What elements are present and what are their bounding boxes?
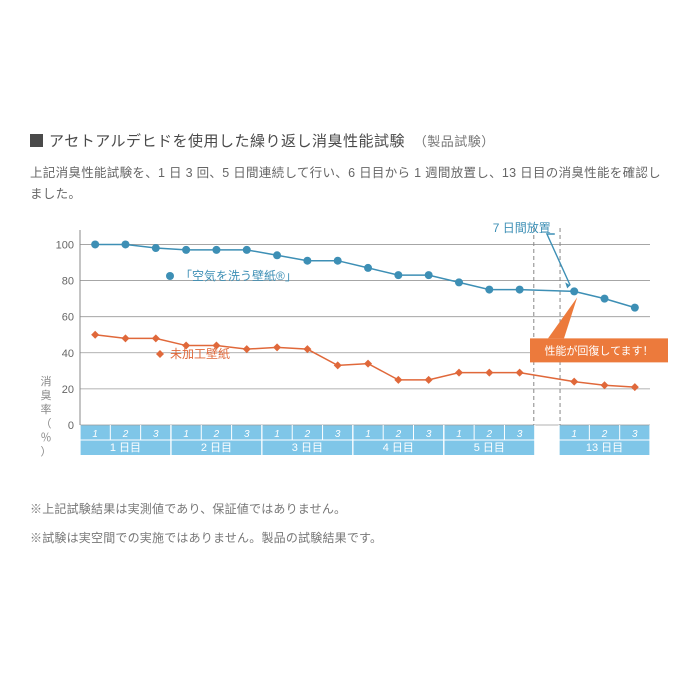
series-marker <box>516 368 524 376</box>
series-marker <box>273 251 281 259</box>
series-marker <box>601 294 609 302</box>
series-marker <box>394 271 402 279</box>
y-axis-label: 率 <box>41 402 52 416</box>
series-marker <box>425 375 433 383</box>
y-tick-label: 40 <box>62 347 74 359</box>
series-marker <box>364 359 372 367</box>
series-marker <box>91 330 99 338</box>
y-tick-label: 60 <box>62 311 74 323</box>
x-sub-label: 3 <box>517 429 523 440</box>
x-sub-label: 2 <box>395 429 402 440</box>
y-axis-label: （ <box>41 417 52 430</box>
legend-marker <box>166 272 174 280</box>
x-sub-label: 2 <box>122 429 129 440</box>
x-sub-label: 1 <box>92 429 98 440</box>
callout-top: 7 日間放置 <box>493 220 551 235</box>
series-marker <box>243 345 251 353</box>
y-tick-label: 20 <box>62 383 74 395</box>
series-marker <box>455 278 463 286</box>
heading-square <box>30 134 43 147</box>
legend-label: 「空気を洗う壁紙®」 <box>180 268 297 283</box>
x-group-label: 5 日目 <box>474 442 505 454</box>
series-marker <box>212 245 220 253</box>
y-tick-label: 80 <box>62 275 74 287</box>
x-group-label: 2 日目 <box>201 442 232 454</box>
series-marker <box>334 256 342 264</box>
legend-label: 未加工壁紙 <box>170 346 230 361</box>
footnote-2: ※試験は実空間での実施ではありません。製品の試験結果です。 <box>30 529 670 548</box>
series-line <box>520 372 575 381</box>
series-marker <box>334 361 342 369</box>
y-axis-label: 消 <box>41 374 52 388</box>
series-marker <box>182 245 190 253</box>
y-tick-label: 0 <box>68 420 74 432</box>
series-marker <box>631 303 639 311</box>
heading-text: アセトアルデヒドを使用した繰り返し消臭性能試験 （製品試験） <box>49 130 495 151</box>
heading-main: アセトアルデヒドを使用した繰り返し消臭性能試験 <box>49 133 405 150</box>
series-marker <box>121 334 129 342</box>
series-marker <box>152 334 160 342</box>
x-sub-label: 2 <box>304 429 311 440</box>
x-sub-label: 3 <box>426 429 432 440</box>
chart-description: 上記消臭性能試験を、1 日 3 回、5 日間連続して行い、6 日目から 1 週間… <box>30 163 670 206</box>
x-group-label: 13 日目 <box>586 442 623 454</box>
callout-arrow <box>547 234 570 285</box>
series-marker <box>303 256 311 264</box>
series-marker <box>91 240 99 248</box>
chart-container: 0 20 40 60 80 100 消臭率（ ％） 1 2 3 1 日目 1 2 3 2 日目 1 2 3 3 日目 1… <box>30 220 670 490</box>
y-axis-label: 臭 <box>41 388 52 402</box>
series-marker <box>570 377 578 385</box>
x-sub-label: 2 <box>486 429 493 440</box>
speech-pointer <box>548 297 577 338</box>
series-marker <box>425 271 433 279</box>
x-sub-label: 1 <box>183 429 189 440</box>
x-sub-label: 1 <box>274 429 280 440</box>
series-marker <box>485 368 493 376</box>
x-sub-label: 2 <box>213 429 220 440</box>
series-marker <box>121 240 129 248</box>
footnotes: ※上記試験結果は実測値であり、保証値ではありません。 ※試験は実空間での実施では… <box>30 500 670 548</box>
x-sub-label: 3 <box>244 429 250 440</box>
x-sub-label: 3 <box>153 429 159 440</box>
x-sub-label: 1 <box>365 429 371 440</box>
series-line <box>520 289 575 291</box>
x-sub-label: 1 <box>571 429 577 440</box>
x-sub-label: 1 <box>456 429 462 440</box>
series-marker <box>364 263 372 271</box>
x-group-label: 3 日目 <box>292 442 323 454</box>
series-marker <box>273 343 281 351</box>
y-axis-label: ％ <box>41 432 52 444</box>
series-marker <box>601 381 609 389</box>
deodorization-chart: 0 20 40 60 80 100 消臭率（ ％） 1 2 3 1 日目 1 2 3 2 日目 1 2 3 3 日目 1… <box>30 220 670 490</box>
speech-text: 性能が回復してます！ <box>544 343 653 357</box>
x-group-label: 1 日目 <box>110 442 141 454</box>
y-axis-label: ） <box>41 445 52 458</box>
series-marker <box>394 375 402 383</box>
footnote-1: ※上記試験結果は実測値であり、保証値ではありません。 <box>30 500 670 519</box>
series-marker <box>455 368 463 376</box>
y-tick-label: 100 <box>56 239 74 251</box>
series-marker <box>631 383 639 391</box>
x-sub-label: 3 <box>632 429 638 440</box>
series-marker <box>303 345 311 353</box>
x-sub-label: 3 <box>335 429 341 440</box>
series-marker <box>570 287 578 295</box>
series-marker <box>152 244 160 252</box>
x-sub-label: 2 <box>601 429 608 440</box>
heading-sub: （製品試験） <box>414 134 495 149</box>
series-marker <box>243 245 251 253</box>
legend-marker <box>156 350 164 358</box>
series-marker <box>485 285 493 293</box>
series-marker <box>516 285 524 293</box>
x-group-label: 4 日目 <box>383 442 414 454</box>
chart-heading: アセトアルデヒドを使用した繰り返し消臭性能試験 （製品試験） <box>30 130 670 151</box>
